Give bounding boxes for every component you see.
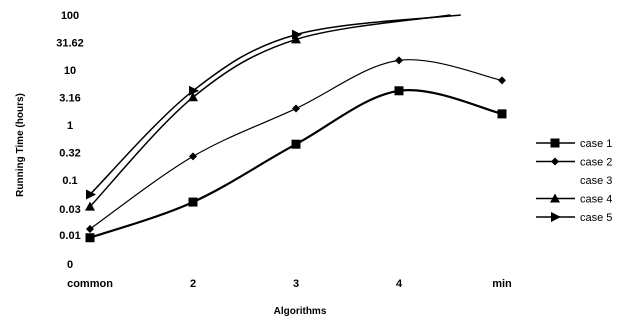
- data-point-case-2: [189, 152, 197, 161]
- y-tick-label: 100: [61, 10, 79, 22]
- y-tick-label: 10: [64, 65, 76, 77]
- data-point-case-1: [291, 139, 301, 149]
- legend-marker-case-5: [551, 212, 561, 222]
- y-tick-label: 0.32: [59, 147, 80, 159]
- data-point-case-1: [497, 109, 507, 119]
- legend-marker-case-4: [550, 193, 560, 203]
- legend-marker-case-2: [551, 157, 559, 166]
- legend-label-case-1: case 1: [580, 138, 612, 150]
- legend-label-case-5: case 5: [580, 212, 612, 224]
- data-point-case-1: [188, 197, 198, 207]
- data-point-case-4: [291, 34, 301, 44]
- legend-marker-case-1: [550, 138, 560, 148]
- data-point-case-2: [498, 76, 506, 85]
- data-point-case-5: [189, 85, 199, 96]
- y-tick-label: 1: [67, 120, 73, 132]
- data-point-case-1: [394, 86, 404, 96]
- legend-label-case-4: case 4: [580, 194, 612, 206]
- x-tick-label: 2: [190, 278, 196, 290]
- data-point-case-5: [86, 189, 96, 200]
- y-tick-label: 0.03: [59, 204, 80, 216]
- x-tick-label: 4: [396, 278, 403, 290]
- data-point-case-1: [85, 233, 95, 243]
- y-tick-label: 31.62: [56, 38, 84, 50]
- data-point-case-4: [188, 92, 198, 102]
- x-tick-label: min: [492, 278, 512, 290]
- data-point-case-4: [85, 201, 95, 211]
- x-axis-title: Algorithms: [274, 306, 327, 317]
- series-line-case-5: [89, 14, 461, 195]
- legend-label-case-3: case 3: [580, 175, 612, 187]
- data-point-case-2: [395, 56, 403, 65]
- x-tick-label: 3: [293, 278, 299, 290]
- data-point-case-5: [292, 29, 302, 40]
- series-line-case-4: [89, 14, 451, 208]
- y-axis-title: Running Time (hours): [15, 93, 26, 197]
- y-tick-label: 0.01: [59, 230, 80, 242]
- y-tick-label: 0: [67, 259, 73, 271]
- x-tick-label: common: [67, 278, 113, 290]
- y-tick-label: 0.1: [62, 175, 77, 187]
- legend-label-case-2: case 2: [580, 157, 612, 169]
- data-point-case-2: [292, 104, 300, 113]
- data-point-case-2: [86, 224, 94, 233]
- y-tick-label: 3.16: [59, 93, 80, 105]
